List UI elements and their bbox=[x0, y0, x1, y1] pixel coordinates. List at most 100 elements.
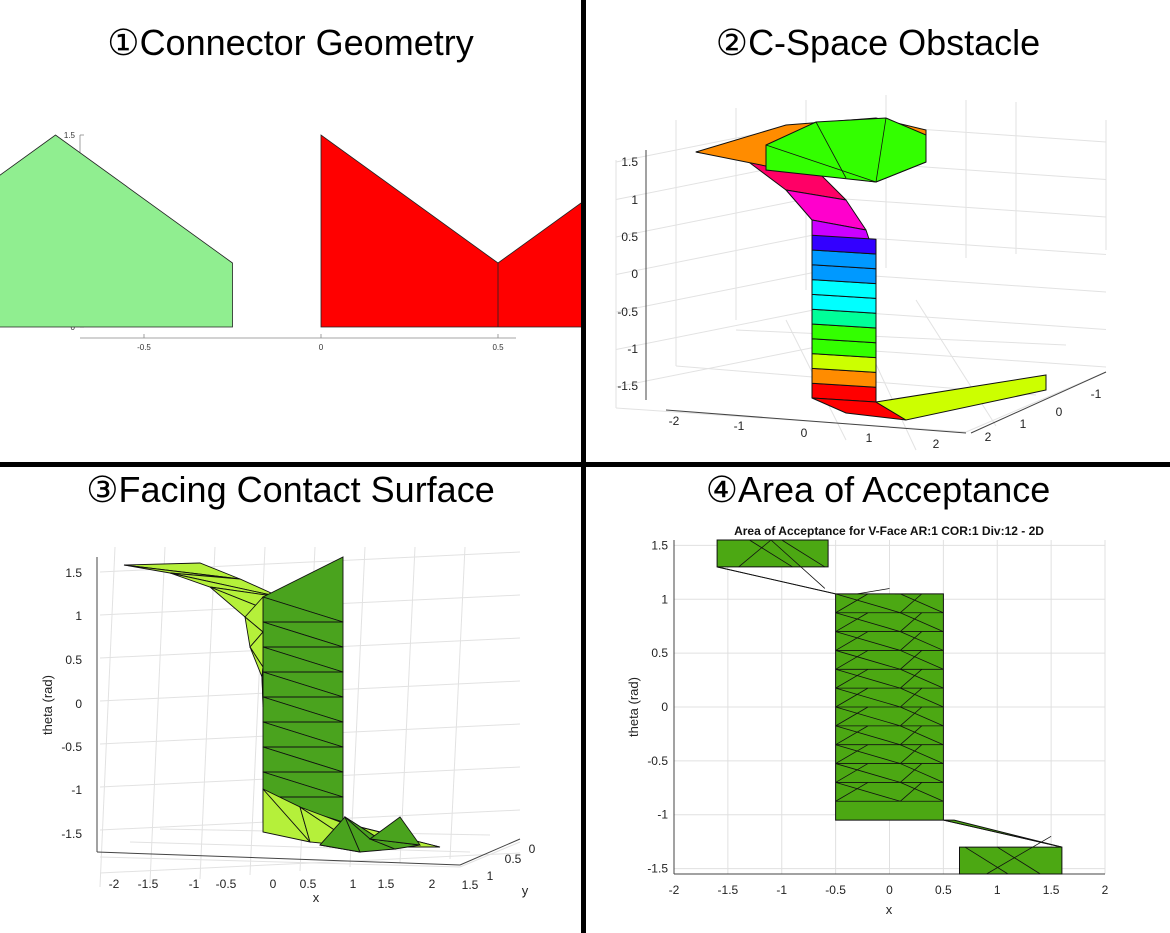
panel-connector-geometry: ①Connector Geometry 00.511.5-1-0.500.51 bbox=[0, 0, 581, 462]
mesh-line bbox=[900, 763, 923, 783]
mesh-line bbox=[900, 650, 944, 670]
grid-line bbox=[615, 346, 817, 388]
x-tick-label: -0.5 bbox=[216, 877, 237, 891]
facet-line bbox=[875, 117, 887, 183]
mesh-line bbox=[900, 612, 923, 632]
mesh-line bbox=[900, 650, 923, 670]
mesh-line bbox=[900, 763, 944, 783]
grid-line bbox=[615, 234, 817, 275]
panel-title: ①Connector Geometry bbox=[0, 22, 581, 64]
z-tick-label: 0 bbox=[75, 697, 82, 711]
grid-line bbox=[129, 841, 471, 853]
obstacle-face bbox=[874, 374, 1047, 421]
mesh-line bbox=[835, 612, 901, 632]
mesh-line bbox=[997, 846, 1041, 875]
mesh-line bbox=[900, 593, 944, 614]
mesh-line bbox=[900, 668, 944, 689]
y-tick-label: 0 bbox=[1056, 405, 1063, 419]
x-tick-label: 1.5 bbox=[1043, 883, 1060, 897]
y-tick-label: -1.5 bbox=[647, 862, 668, 876]
mesh-line bbox=[900, 668, 923, 689]
y-tick-label: 1.5 bbox=[64, 131, 76, 140]
mesh-line bbox=[835, 706, 901, 727]
mesh-line bbox=[900, 593, 923, 614]
cspace-obstacle-chart: 1.5 1 0.5 0 -0.5 -1 -1.5 -2 -1 0 1 2 -1 0 1 2 bbox=[615, 95, 1107, 451]
x-tick-label: -1.5 bbox=[718, 883, 739, 897]
x-tick-label: -1 bbox=[189, 877, 200, 891]
z-tick-label: -1.5 bbox=[617, 379, 638, 393]
z-tick-label: -0.5 bbox=[61, 740, 82, 754]
mesh-line bbox=[900, 725, 944, 746]
obstacle-face bbox=[765, 117, 927, 183]
y-tick-label: -1 bbox=[1091, 387, 1102, 401]
mesh-line bbox=[900, 612, 944, 632]
z-tick-label: 1 bbox=[75, 609, 82, 623]
mesh-line bbox=[835, 612, 869, 632]
x-tick-label: 0.5 bbox=[492, 343, 504, 352]
mesh-line bbox=[835, 593, 869, 614]
x-tick-label: -0.5 bbox=[137, 343, 151, 352]
mesh-line bbox=[835, 763, 869, 783]
mesh-line bbox=[738, 539, 772, 568]
y-tick-label: 1.5 bbox=[462, 878, 479, 892]
mesh-line bbox=[900, 782, 923, 802]
x-tick-label: 1.5 bbox=[378, 877, 395, 891]
x-tick-label: 0 bbox=[886, 883, 893, 897]
x-axis-label: x bbox=[313, 890, 320, 905]
mesh-line bbox=[770, 539, 826, 589]
grid-line bbox=[349, 546, 366, 868]
mesh-line bbox=[900, 631, 944, 651]
mesh-line bbox=[835, 631, 869, 651]
mesh-line bbox=[781, 539, 826, 568]
z-tick-label: -1.5 bbox=[61, 827, 82, 841]
surface-face bbox=[368, 816, 421, 846]
x-tick-label: -1 bbox=[776, 883, 787, 897]
grid-line bbox=[99, 856, 461, 868]
z-tick-label: 1.5 bbox=[65, 566, 82, 580]
mesh-line bbox=[857, 588, 890, 595]
grid-line bbox=[735, 329, 1067, 346]
mesh-line bbox=[900, 744, 923, 764]
y-tick-label: 2 bbox=[985, 430, 992, 444]
z-axis-label: theta (rad) bbox=[40, 675, 55, 735]
x-axis-line bbox=[665, 409, 967, 434]
grid-line bbox=[459, 841, 521, 868]
x-tick-label: 0 bbox=[319, 343, 324, 352]
y-axis-label: theta (rad) bbox=[626, 677, 641, 737]
x-tick-label: 0.5 bbox=[935, 883, 952, 897]
mesh-line bbox=[900, 687, 944, 708]
x-tick-label: -1 bbox=[734, 419, 745, 433]
connector-geometry-chart: 00.511.5-1-0.500.51 bbox=[0, 131, 581, 352]
mesh-line bbox=[717, 566, 836, 595]
mesh-line bbox=[835, 763, 901, 783]
z-tick-label: 1 bbox=[631, 193, 638, 207]
mesh-line bbox=[943, 819, 1062, 848]
z-tick-label: 1.5 bbox=[621, 155, 638, 169]
z-tick-label: 0.5 bbox=[621, 230, 638, 244]
obstacle-face bbox=[811, 234, 877, 255]
x-axis-label: x bbox=[886, 902, 893, 917]
panel-number: ① bbox=[107, 23, 140, 64]
panel-number: ③ bbox=[86, 470, 119, 511]
y-tick-label: 0.5 bbox=[651, 646, 668, 660]
grid-line bbox=[199, 546, 216, 880]
y-tick-label: 1 bbox=[487, 869, 494, 883]
x-tick-label: 0.5 bbox=[300, 877, 317, 891]
mesh-line bbox=[900, 706, 944, 727]
mesh-line bbox=[835, 782, 869, 802]
x-tick-label: -2 bbox=[109, 877, 120, 891]
mesh-line bbox=[835, 706, 869, 727]
grid-line bbox=[615, 309, 817, 350]
mesh-line bbox=[835, 593, 901, 614]
x-tick-label: -0.5 bbox=[825, 883, 846, 897]
y-axis-label: y bbox=[522, 883, 529, 898]
mesh-line bbox=[835, 725, 869, 746]
x-tick-label: 1 bbox=[866, 431, 873, 445]
z-tick-label: -1 bbox=[71, 783, 82, 797]
facing-contact-surface-chart: 1.5 1 0.5 0 -0.5 -1 -1.5 -2 -1.5 -1 -0.5 0 0.5 1 1.5 2 1… bbox=[40, 546, 536, 905]
grid-line bbox=[815, 196, 1107, 218]
mesh-line bbox=[835, 725, 901, 746]
mesh-line bbox=[900, 631, 923, 651]
grid-line bbox=[615, 271, 817, 313]
z-tick-label: 0.5 bbox=[65, 653, 82, 667]
